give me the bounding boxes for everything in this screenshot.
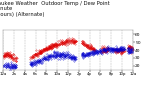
- Text: Milwaukee Weather  Outdoor Temp / Dew Point
by Minute
(24 Hours) (Alternate): Milwaukee Weather Outdoor Temp / Dew Poi…: [0, 1, 110, 17]
